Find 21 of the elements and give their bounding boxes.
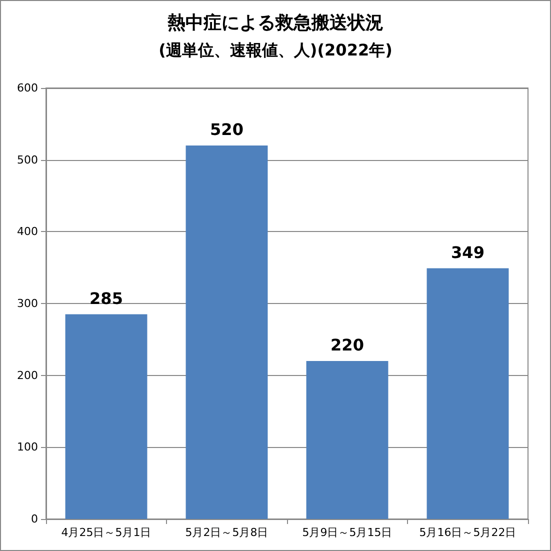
- data-label: 285: [90, 288, 123, 308]
- y-tick-label: 600: [17, 82, 38, 94]
- y-tick-label: 200: [17, 368, 38, 382]
- y-tick-label: 400: [17, 225, 38, 238]
- chart-title: 熱中症による救急搬送状況: [166, 12, 384, 34]
- chart-subtitle: (週単位、速報値、人)(2022年): [158, 40, 392, 60]
- bar: [186, 145, 268, 519]
- y-tick-label: 100: [17, 440, 38, 454]
- data-label: 220: [330, 335, 364, 354]
- x-tick-label: 5月16日～5月22日: [419, 526, 516, 539]
- bar: [65, 314, 148, 519]
- y-tick-label: 0: [31, 512, 38, 526]
- y-tick-label: 300: [17, 297, 38, 310]
- y-tick-label: 500: [17, 153, 38, 166]
- data-label: 349: [451, 242, 484, 262]
- bar: [306, 360, 388, 519]
- data-label: 520: [210, 120, 244, 139]
- x-tick-label: 5月9日～5月15日: [302, 526, 392, 539]
- x-tick-label: 5月2日～5月8日: [185, 526, 268, 539]
- bar: [426, 268, 509, 519]
- x-tick-label: 4月25日～5月1日: [61, 526, 152, 539]
